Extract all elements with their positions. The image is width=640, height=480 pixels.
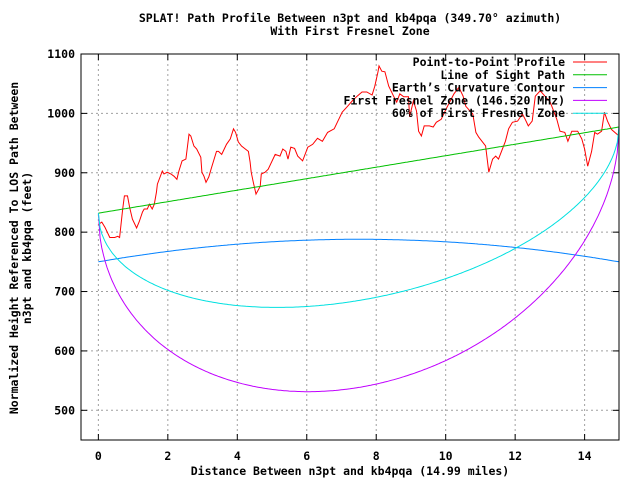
terrain-profile-line — [98, 64, 620, 239]
chart-subtitle: With First Fresnel Zone — [270, 24, 429, 38]
y-tick-label: 500 — [54, 403, 75, 417]
legend-label: First Fresnel Zone (146.520 MHz) — [343, 93, 565, 107]
y-tick-label: 900 — [54, 166, 75, 180]
y-tick-label: 800 — [54, 225, 75, 239]
x-axis-label: Distance Between n3pt and kb4pqa (14.99 … — [191, 464, 510, 478]
x-tick-label: 10 — [439, 449, 453, 463]
legend-label: Earth’s Curvature Contour — [392, 81, 565, 95]
x-tick-label: 8 — [373, 449, 380, 463]
legend-label: Point-to-Point Profile — [413, 55, 565, 69]
chart-title: SPLAT! Path Profile Between n3pt and kb4… — [139, 11, 561, 25]
line-of-sight-line — [98, 126, 620, 214]
first-fresnel-zone-line — [97, 126, 620, 393]
y-axis-label-line-2: n3pt and kb4pqa (feet) — [20, 172, 34, 324]
x-tick-label: 4 — [234, 449, 241, 463]
x-tick-label: 14 — [578, 449, 592, 463]
x-tick-label: 2 — [164, 449, 171, 463]
grid-lines — [81, 53, 619, 440]
y-tick-label: 1100 — [47, 47, 75, 61]
fresnel-60-percent-line — [97, 126, 620, 308]
earth-curvature-line — [98, 238, 620, 263]
axis-ticks: 0 2 4 6 8 10 12 14 500 600 700 800 900 1000 1100 — [47, 47, 619, 463]
x-tick-label: 12 — [508, 449, 522, 463]
plot-border — [80, 53, 620, 441]
x-tick-label: 0 — [95, 449, 102, 463]
y-axis-label-line-1: Normalized Height Referenced To LOS Path… — [7, 82, 21, 414]
y-tick-label: 700 — [54, 285, 75, 299]
plot-series — [97, 64, 620, 393]
legend-label: Line of Sight Path — [440, 68, 565, 82]
y-tick-label: 600 — [54, 344, 75, 358]
legend-label: 60% of First Fresnel Zone — [392, 106, 565, 120]
y-tick-label: 1000 — [47, 106, 75, 120]
x-tick-label: 6 — [303, 449, 310, 463]
